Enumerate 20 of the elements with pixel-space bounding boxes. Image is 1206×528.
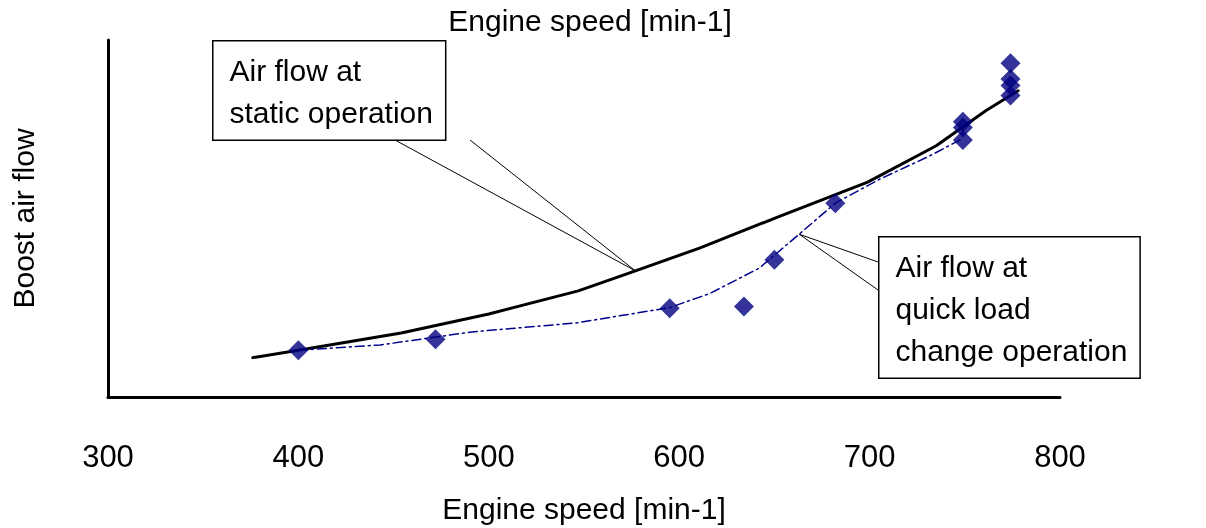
x-tick-label: 600 [653,439,706,474]
point [825,193,846,214]
point [1000,53,1021,74]
point [952,130,973,151]
point [764,249,785,270]
x-tick-label: 800 [1034,439,1086,474]
chart-title: Engine speed [min-1] [448,3,732,37]
annotation: Air flow at static operation [229,54,433,129]
x-tick-label: 700 [843,439,896,474]
x-tick-label: 500 [462,439,515,474]
x-axis-title: Engine speed [min-1] [442,491,726,525]
x-tick-label: 300 [82,439,134,474]
point [425,329,446,350]
point [659,298,680,319]
y-axis-title: Boost air flow [6,128,40,309]
point [288,340,309,361]
x-tick-label: 400 [272,439,325,474]
point [733,296,754,317]
point [1000,85,1021,106]
annotation: Air flow at quick load change operation [895,250,1128,367]
